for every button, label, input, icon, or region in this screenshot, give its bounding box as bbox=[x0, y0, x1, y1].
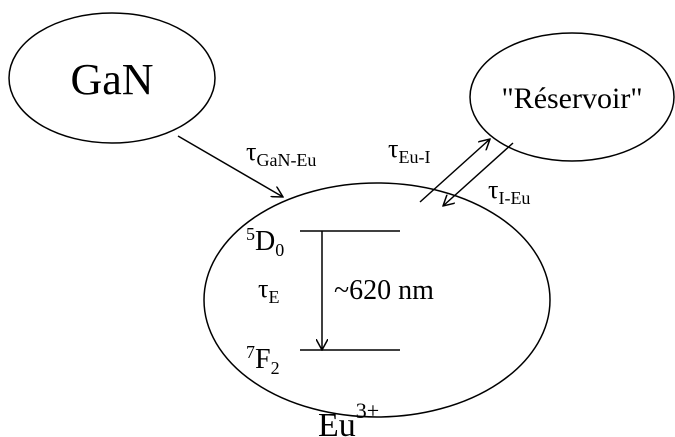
tau-symbol: τ bbox=[258, 274, 268, 303]
level-sub: 2 bbox=[271, 358, 280, 378]
level-lower-label: 7F2 bbox=[246, 342, 280, 378]
level-symbol: D bbox=[255, 226, 275, 257]
reservoir-label: "Réservoir" bbox=[501, 82, 642, 115]
eu-node bbox=[203, 182, 551, 418]
level-sub: 0 bbox=[275, 240, 284, 260]
gan-label: GaN bbox=[70, 55, 153, 104]
tau-sub: GaN-Eu bbox=[256, 150, 316, 170]
arrow-eu-reservoir bbox=[419, 139, 490, 203]
tau-sub: I-Eu bbox=[498, 188, 530, 208]
wavelength: ~620 nm bbox=[334, 275, 434, 306]
eu-label: Eu3+ bbox=[318, 398, 379, 437]
tau-sub: Eu-I bbox=[398, 147, 430, 167]
reservoir-node bbox=[469, 32, 675, 162]
level-sup: 7 bbox=[246, 342, 255, 362]
level-sup: 5 bbox=[246, 224, 255, 244]
tau-symbol: τ bbox=[388, 134, 398, 163]
tau-i-eu: τI-Eu bbox=[488, 175, 530, 208]
gan-node bbox=[8, 12, 216, 144]
tau-e: τE bbox=[258, 274, 279, 307]
eu-symbol: Eu bbox=[318, 407, 356, 437]
arrow-gan-eu bbox=[177, 135, 283, 197]
arrow-reservoir-eu bbox=[443, 142, 514, 206]
level-symbol: F bbox=[255, 344, 271, 375]
tau-eu-i: τEu-I bbox=[388, 134, 430, 167]
tau-gan-eu: τGaN-Eu bbox=[246, 137, 316, 170]
level-upper-label: 5D0 bbox=[246, 224, 284, 260]
eu-charge: 3+ bbox=[356, 398, 379, 423]
tau-symbol: τ bbox=[488, 175, 498, 204]
tau-sub: E bbox=[268, 287, 279, 307]
tau-symbol: τ bbox=[246, 137, 256, 166]
